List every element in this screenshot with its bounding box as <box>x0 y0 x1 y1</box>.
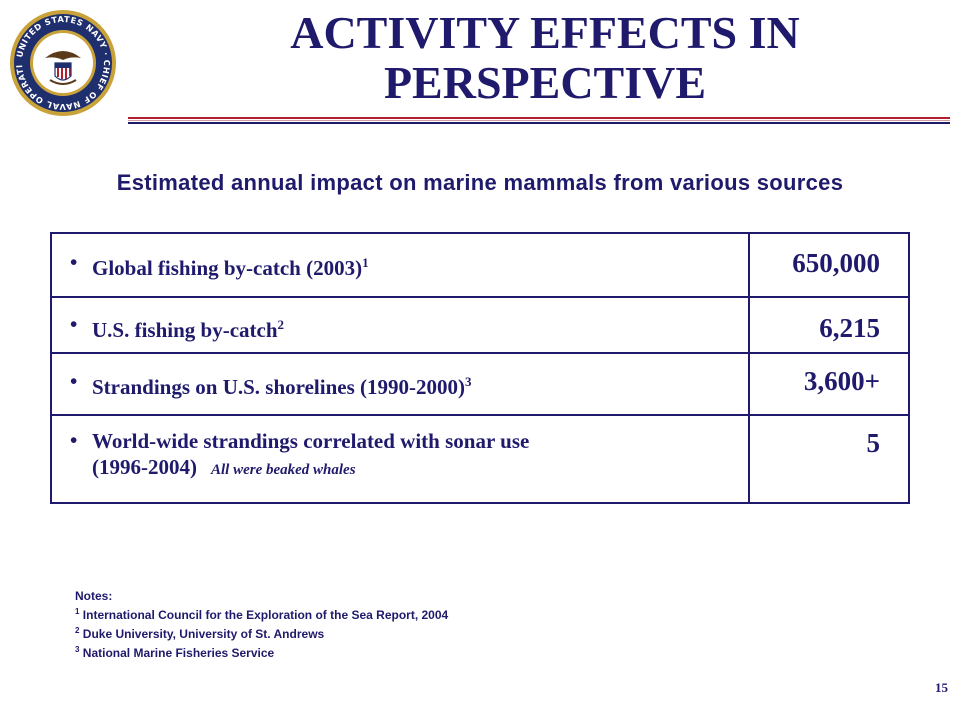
footnote-ref: 2 <box>277 317 285 332</box>
notes-heading: Notes: <box>75 589 113 603</box>
footnote-item: 2 Duke University, University of St. And… <box>75 626 325 641</box>
table-row: • U.S. fishing by-catch2 6,215 <box>50 296 910 354</box>
source-label: Global fishing by-catch (2003) <box>92 255 363 280</box>
source-cell: • Strandings on U.S. shorelines (1990-200… <box>50 352 750 416</box>
bullet: • <box>70 249 78 274</box>
impact-table: • Global fishing by-catch (2003)1 650,000… <box>50 232 910 504</box>
footnote-ref: 3 <box>465 373 472 389</box>
value-cell: 6,215 <box>748 296 910 354</box>
table-row: • Global fishing by-catch (2003)1 650,000 <box>50 232 910 298</box>
page-number: 15 <box>935 680 948 695</box>
footnote-item: 3 National Marine Fisheries Service <box>75 645 275 660</box>
table-row: • Strandings on U.S. shorelines (1990-200… <box>50 352 910 416</box>
source-cell: • Global fishing by-catch (2003)1 <box>50 232 750 298</box>
slide-subtitle: Estimated annual impact on marine mammal… <box>116 170 844 195</box>
footnote-item: 1 International Council for the Explorat… <box>75 607 449 622</box>
title-line-2: PERSPECTIVE <box>383 57 707 108</box>
bullet: • <box>70 368 78 393</box>
footnotes: Notes: 1 International Council for the E… <box>75 589 448 661</box>
source-cell: • U.S. fishing by-catch2 <box>50 296 750 354</box>
source-label: World-wide strandings correlated with so… <box>92 429 530 453</box>
value-cell: 5 <box>748 414 910 504</box>
source-aside: All were beaked whales <box>210 462 356 478</box>
title-divider <box>128 117 950 124</box>
page-title: ACTIVITY EFFECTS IN PERSPECTIVE <box>150 8 940 108</box>
footnote-ref: 1 <box>362 254 369 270</box>
source-label: Strandings on U.S. shorelines (1990-2000… <box>92 374 465 399</box>
source-label: U.S. fishing by-catch <box>92 318 278 342</box>
navy-seal-icon: UNITED STATES NAVY · CHIEF OF NAVAL OPER… <box>8 8 116 116</box>
source-cell: • World-wide strandings correlated with s… <box>50 414 750 504</box>
value-cell: 3,600+ <box>748 352 910 416</box>
bullet: • <box>70 428 78 452</box>
source-label-line2: (1996-2004) <box>92 455 197 479</box>
bullet: • <box>70 312 78 336</box>
title-line-1: ACTIVITY EFFECTS IN <box>290 7 800 58</box>
table-row: • World-wide strandings correlated with s… <box>50 414 910 504</box>
value-cell: 650,000 <box>748 232 910 298</box>
